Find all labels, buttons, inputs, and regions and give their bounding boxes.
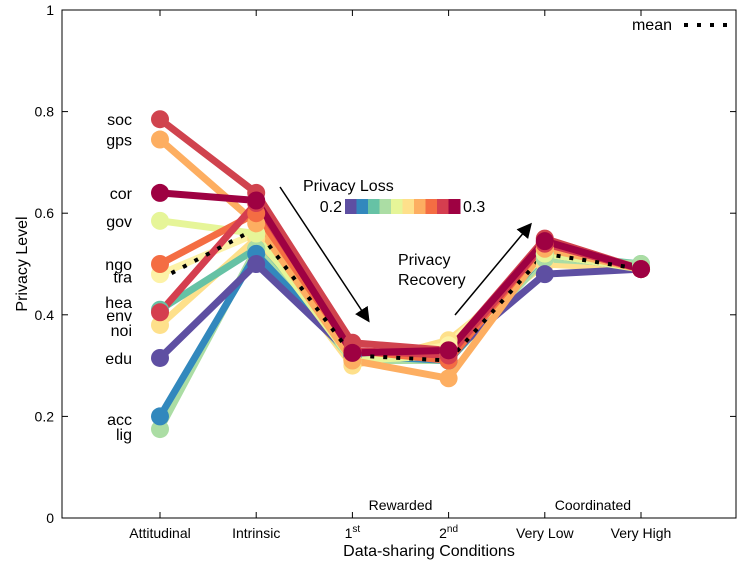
legend-label-mean: mean [632,17,672,34]
data-point-gps [439,369,458,388]
y-tick-label: 0.2 [35,408,55,424]
y-axis-title: Privacy Level [14,216,31,311]
y-tick-label: 0.8 [35,104,55,120]
colorbar-swatch [391,199,403,214]
colorbar-swatch [368,199,380,214]
colorbar-swatch [425,199,438,214]
data-point-gov [151,211,169,230]
data-point-soc [151,110,169,129]
colorbar-swatch [402,199,415,214]
data-point-gps [151,130,169,149]
y-tick-label: 0.6 [35,205,55,221]
annotation-privacy: Privacy [398,252,450,269]
series-line-cor [156,189,645,357]
data-point-edu [247,255,266,273]
series-line-gps [156,136,645,382]
series-label-noi: noi [111,323,132,340]
annotation-privacy-loss: Privacy Loss [303,178,394,195]
series-label-tra: tra [113,270,132,287]
y-axis: 0 0.2 0.4 0.6 0.8 1 [35,2,736,526]
colorbar-swatch [414,199,426,214]
data-point-cor [535,232,554,251]
series-label-lig: lig [116,427,132,444]
colorbar-max-label: 0.3 [463,199,485,216]
colorbar: 0.2 0.3 [320,199,485,216]
plot-border [61,9,737,519]
x-axis: Attitudinal Intrinsic 1st 2nd Very Low Very H… [129,10,671,541]
series-lines [156,115,645,433]
data-point-edu [535,265,554,284]
data-point-noi [151,315,169,334]
x-tick-label: Very Low [516,525,574,541]
plot-frame [61,9,737,519]
data-point-cor [632,260,650,279]
privacy-recovery-arrow [454,222,532,316]
series-label-cor: cor [110,186,133,203]
x-tick-label: 1st [345,524,361,541]
data-point-acc [151,407,169,426]
series-label-soc: soc [107,112,132,129]
annotation-recovery: Recovery [398,272,466,289]
data-point-cor [151,183,169,202]
annotations: Privacy Loss Privacy Recovery [279,178,532,323]
series-label-ngo: ngo [105,257,132,274]
data-point-cor [439,341,458,360]
series-label-gps: gps [106,133,132,150]
colorbar-swatch [356,199,369,214]
y-tick-label: 0 [46,510,54,526]
x-axis-title: Data-sharing Conditions [343,543,515,560]
colorbar-swatch [437,199,449,214]
data-point-cor [343,343,362,362]
colorbar-swatch [379,199,392,214]
x-tick-label: 2nd [439,524,458,541]
y-tick-label: 1 [46,2,54,18]
series-label-acc: acc [107,412,132,429]
x-tick-label: Attitudinal [129,525,190,541]
data-point-edu [151,348,169,367]
group-label: Rewarded [369,497,433,513]
legend: mean [632,17,730,34]
group-labels: Rewarded Coordinated [369,497,631,513]
series-label-hea: hea [105,295,132,312]
group-label: Coordinated [555,497,631,513]
series-points [151,110,650,439]
colorbar-swatch [448,199,461,214]
x-tick-label: Intrinsic [232,525,280,541]
y-tick-label: 0.4 [35,307,55,323]
data-point-cor [247,191,266,210]
series-label-env: env [106,308,132,325]
data-point-lig [151,420,169,439]
series-label-edu: edu [105,351,132,368]
data-point-ngo [151,255,169,273]
colorbar-swatch [345,199,357,214]
series-label-gov: gov [106,214,132,231]
data-point-env [151,303,169,322]
x-tick-label: Very High [611,525,672,541]
colorbar-min-label: 0.2 [320,199,342,216]
privacy-loss-arrow [279,186,370,323]
